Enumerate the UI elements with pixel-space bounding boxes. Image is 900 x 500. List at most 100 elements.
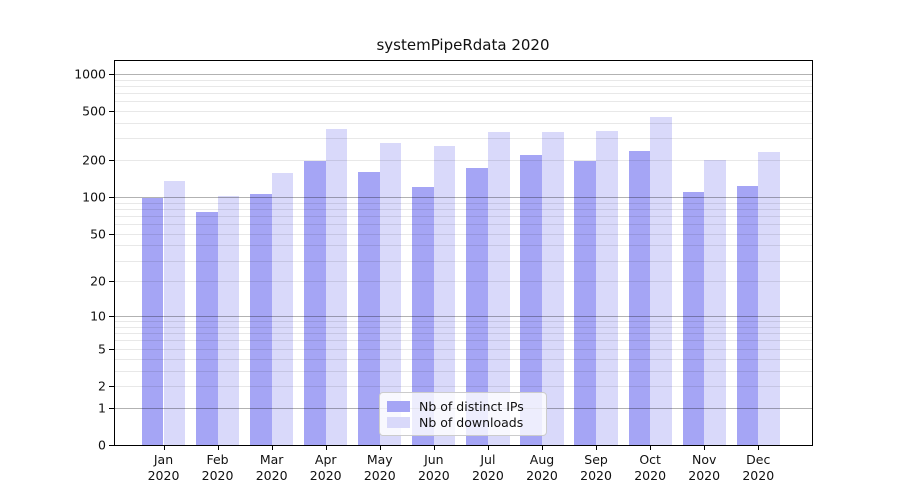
y-tick-2: [109, 385, 114, 387]
legend-swatch-distinct-ips: [387, 401, 410, 412]
y-tick-label-50: 50: [90, 226, 106, 242]
bar-distinct-ips-mar: [250, 194, 272, 445]
bar-downloads-jul: [487, 132, 510, 445]
gridline-y-70: [115, 215, 812, 217]
bar-downloads-mar: [271, 173, 294, 445]
bar-distinct-ips-oct: [628, 151, 651, 445]
gridline-y-20: [115, 281, 812, 283]
y-tick-0: [109, 445, 114, 446]
gridline-y-80: [115, 208, 812, 210]
gridline-y-1000: [115, 73, 812, 75]
y-tick-50: [109, 233, 114, 235]
bar-distinct-ips-nov: [682, 191, 705, 445]
bar-distinct-ips-sep: [574, 160, 597, 445]
gridline-y-3: [115, 370, 812, 372]
y-tick-label-500: 500: [82, 103, 106, 119]
bar-distinct-ips-dec: [736, 186, 759, 445]
x-tick-mar: [271, 446, 273, 450]
x-tick-oct: [650, 446, 652, 450]
x-tick-label-nov: Nov 2020: [688, 452, 721, 483]
y-tick-label-200: 200: [82, 152, 106, 168]
chart-title: systemPipeRdata 2020: [376, 36, 550, 54]
gridline-y-6: [115, 340, 812, 342]
x-tick-label-may: May 2020: [363, 452, 396, 483]
legend: Nb of distinct IPs Nb of downloads: [379, 392, 547, 436]
x-tick-label-sep: Sep 2020: [580, 452, 612, 483]
gridline-y-60: [115, 224, 812, 226]
legend-item-distinct-ips: Nb of distinct IPs: [387, 399, 538, 414]
x-tick-label-oct: Oct 2020: [634, 452, 667, 483]
y-tick-label-1000: 1000: [74, 66, 106, 82]
y-tick-1000: [109, 73, 114, 75]
x-tick-label-mar: Mar 2020: [255, 452, 288, 483]
bar-distinct-ips-aug: [520, 155, 542, 445]
bar-distinct-ips-feb: [195, 211, 218, 445]
y-tick-500: [109, 111, 114, 113]
y-tick-5: [109, 348, 114, 350]
bar-distinct-ips-may: [358, 171, 380, 445]
x-tick-label-aug: Aug 2020: [526, 452, 558, 483]
bar-distinct-ips-jun: [412, 186, 434, 445]
gridline-y-900: [115, 79, 812, 81]
plot-right-spine: [812, 60, 813, 446]
bar-downloads-aug: [541, 131, 564, 445]
bar-distinct-ips-jul: [466, 167, 488, 445]
x-tick-label-jul: Jul 2020: [472, 452, 504, 483]
gridline-y-50: [115, 233, 812, 235]
gridline-y-30: [115, 260, 812, 262]
gridline-y-800: [115, 85, 812, 87]
y-tick-label-2: 2: [98, 378, 106, 394]
bar-downloads-sep: [596, 130, 618, 445]
gridline-y-8: [115, 326, 812, 328]
y-tick-label-1: 1: [98, 400, 106, 416]
gridline-y-500: [115, 111, 812, 113]
gridline-y-5: [115, 348, 812, 350]
gridline-y-10: [115, 316, 812, 318]
x-tick-label-jun: Jun 2020: [417, 452, 450, 483]
x-tick-jan: [163, 446, 165, 450]
bar-downloads-may: [379, 143, 402, 445]
x-tick-label-jan: Jan 2020: [147, 452, 180, 483]
gridline-y-200: [115, 160, 812, 162]
x-tick-label-dec: Dec 2020: [742, 452, 775, 483]
x-tick-may: [379, 446, 381, 450]
gridline-y-90: [115, 202, 812, 204]
x-tick-jun: [433, 446, 435, 450]
bar-downloads-nov: [704, 159, 726, 445]
gridline-y-4: [115, 358, 812, 360]
gridline-y-2: [115, 385, 812, 387]
y-tick-100: [109, 197, 114, 199]
y-tick-1: [109, 407, 114, 409]
gridline-y-7: [115, 333, 812, 335]
legend-swatch-downloads: [387, 417, 410, 428]
gridline-y-600: [115, 101, 812, 103]
y-tick-label-0: 0: [98, 437, 106, 453]
bar-distinct-ips-jan: [141, 197, 164, 445]
y-tick-label-20: 20: [90, 273, 106, 289]
bar-downloads-oct: [650, 116, 672, 445]
y-tick-10: [109, 316, 114, 318]
plot-top-spine: [114, 60, 813, 61]
y-tick-20: [109, 281, 114, 283]
x-tick-sep: [596, 446, 598, 450]
gridline-y-700: [115, 92, 812, 94]
y-tick-200: [109, 160, 114, 162]
bar-downloads-jun: [433, 145, 456, 445]
gridline-y-100: [115, 197, 812, 199]
gridline-y-400: [115, 122, 812, 124]
bar-downloads-feb: [217, 196, 240, 445]
legend-label-distinct-ips: Nb of distinct IPs: [419, 399, 524, 414]
gridline-y-9: [115, 321, 812, 323]
y-tick-label-100: 100: [82, 189, 106, 205]
x-tick-label-apr: Apr 2020: [309, 452, 342, 483]
bar-downloads-dec: [758, 151, 780, 445]
plot-bottom-spine: [114, 445, 813, 446]
x-tick-feb: [217, 446, 219, 450]
gridline-y-300: [115, 138, 812, 140]
legend-item-downloads: Nb of downloads: [387, 415, 538, 430]
y-tick-label-5: 5: [98, 341, 106, 357]
plot-left-spine: [114, 60, 115, 446]
gridline-y-40: [115, 245, 812, 247]
x-tick-dec: [758, 446, 760, 450]
